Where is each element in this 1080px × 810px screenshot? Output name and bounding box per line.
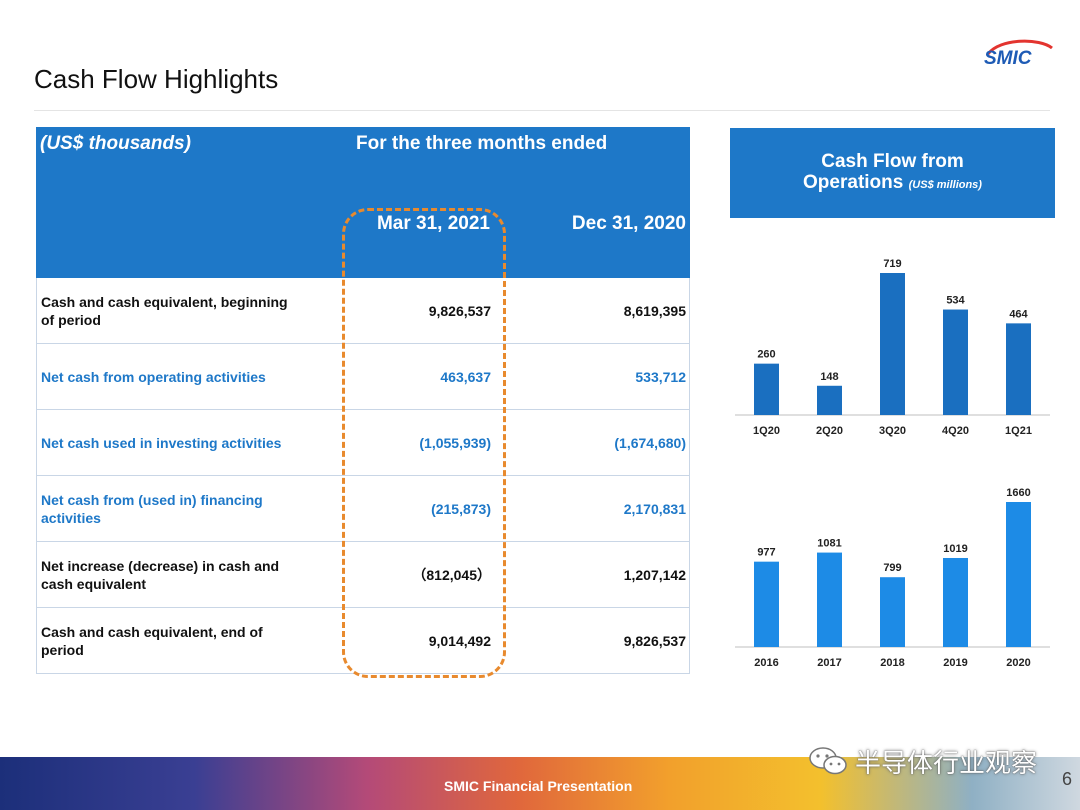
bar-1Q21 [1006, 323, 1031, 415]
data-label: 464 [1009, 308, 1028, 320]
row-label: Net cash from operating activities [41, 368, 266, 385]
bar-2019 [943, 557, 968, 647]
footer-text: SMIC Financial Presentation [444, 778, 633, 794]
row-label: Net cash used in investing activities [41, 434, 282, 451]
x-tick-label: 2019 [943, 657, 967, 669]
bar-1Q20 [754, 363, 779, 415]
row-value-mar-2021: (1,055,939) [419, 434, 491, 451]
row-label: Cash and cash equivalent, beginning of p… [41, 293, 288, 328]
period-header: For the three months ended [356, 133, 608, 154]
watermark-text: 半导体行业观察 [855, 748, 1038, 778]
quarterly-cash-flow-chart: 260 1Q20 148 2Q20 719 3Q20 534 4Q20 464 1Q21 [735, 258, 1050, 437]
x-tick-label: 2016 [754, 657, 778, 669]
data-label: 1660 [1006, 487, 1030, 499]
column-header-mar-2021: Mar 31, 2021 [376, 213, 490, 234]
logo-text: SMIC [984, 48, 1032, 69]
footer-band: SMIC Financial Presentation 6 [0, 757, 1080, 810]
data-label: 534 [946, 295, 965, 307]
x-tick-label: 2017 [817, 657, 841, 669]
table-header-row: (US$ thousands) For the three months end… [36, 127, 690, 207]
row-value-mar-2021: 463,637 [440, 368, 491, 385]
row-value-dec-2020: (1,674,680) [614, 434, 686, 451]
data-label: 799 [883, 562, 901, 574]
x-tick-label: 2Q20 [816, 425, 843, 437]
table-row: Net increase (decrease) in cash and cash… [36, 542, 690, 608]
column-header-dec-2020: Dec 31, 2020 [571, 213, 686, 234]
row-value-dec-2020: 533,712 [635, 368, 686, 385]
bar-2020 [1006, 502, 1031, 647]
row-value-mar-2021: 9,826,537 [428, 302, 491, 319]
annual-cash-flow-chart: 977 2016 1081 2017 799 2018 1019 2019 1660 2020 [735, 487, 1050, 669]
table-row: Net cash used in investing activities (1… [36, 410, 690, 476]
table-row: Net cash from (used in) financing activi… [36, 476, 690, 542]
row-value-dec-2020: 9,826,537 [623, 632, 686, 649]
x-tick-label: 1Q20 [753, 425, 780, 437]
chart-panel-header: Cash Flow from Operations (US$ millions) [730, 128, 1055, 218]
x-tick-label: 3Q20 [879, 425, 906, 437]
chart-panel-title-main: Operations [803, 172, 904, 193]
bar-2Q20 [817, 385, 842, 415]
table-row: Cash and cash equivalent, beginning of p… [36, 278, 690, 344]
bar-2017 [817, 552, 842, 647]
data-label: 1019 [943, 543, 967, 555]
bar-4Q20 [943, 309, 968, 415]
bar-2018 [880, 577, 905, 647]
wechat-icon [809, 747, 847, 775]
chart-panel-title-line1: Cash Flow from [821, 151, 964, 172]
bar-2016 [754, 561, 779, 647]
row-value-mar-2021: 9,014,492 [428, 632, 491, 649]
smic-logo: SMIC [984, 39, 1053, 69]
row-value-dec-2020: 8,619,395 [623, 302, 686, 319]
title-divider [34, 110, 1050, 111]
data-label: 719 [883, 258, 901, 270]
x-tick-label: 1Q21 [1005, 425, 1032, 437]
table-row: Net cash from operating activities 463,6… [36, 344, 690, 410]
data-label: 977 [757, 547, 775, 559]
chart-panel-units: (US$ millions) [908, 179, 982, 191]
row-value-dec-2020: 2,170,831 [623, 500, 686, 517]
slide-title: Cash Flow Highlights [34, 64, 279, 94]
data-label: 1081 [817, 538, 841, 550]
row-label: Cash and cash equivalent, end of period [41, 623, 263, 658]
bar-3Q20 [880, 273, 905, 415]
row-value-mar-2021: （812,045） [412, 566, 491, 583]
x-tick-label: 2020 [1006, 657, 1030, 669]
row-value-dec-2020: 1,207,142 [623, 566, 686, 583]
row-value-mar-2021: (215,873) [431, 500, 491, 517]
row-label: Net cash from (used in) financing activi… [41, 491, 263, 526]
row-label: Net increase (decrease) in cash and cash… [41, 557, 280, 592]
data-label: 148 [820, 371, 838, 383]
chart-panel-title-line2: Operations (US$ millions) [730, 172, 1055, 194]
x-tick-label: 2018 [880, 657, 904, 669]
table-units: (US$ thousands) [40, 133, 191, 154]
data-label: 260 [757, 349, 775, 361]
page-number: 6 [1062, 769, 1073, 789]
highlight-outline [342, 208, 506, 678]
x-tick-label: 4Q20 [942, 425, 969, 437]
